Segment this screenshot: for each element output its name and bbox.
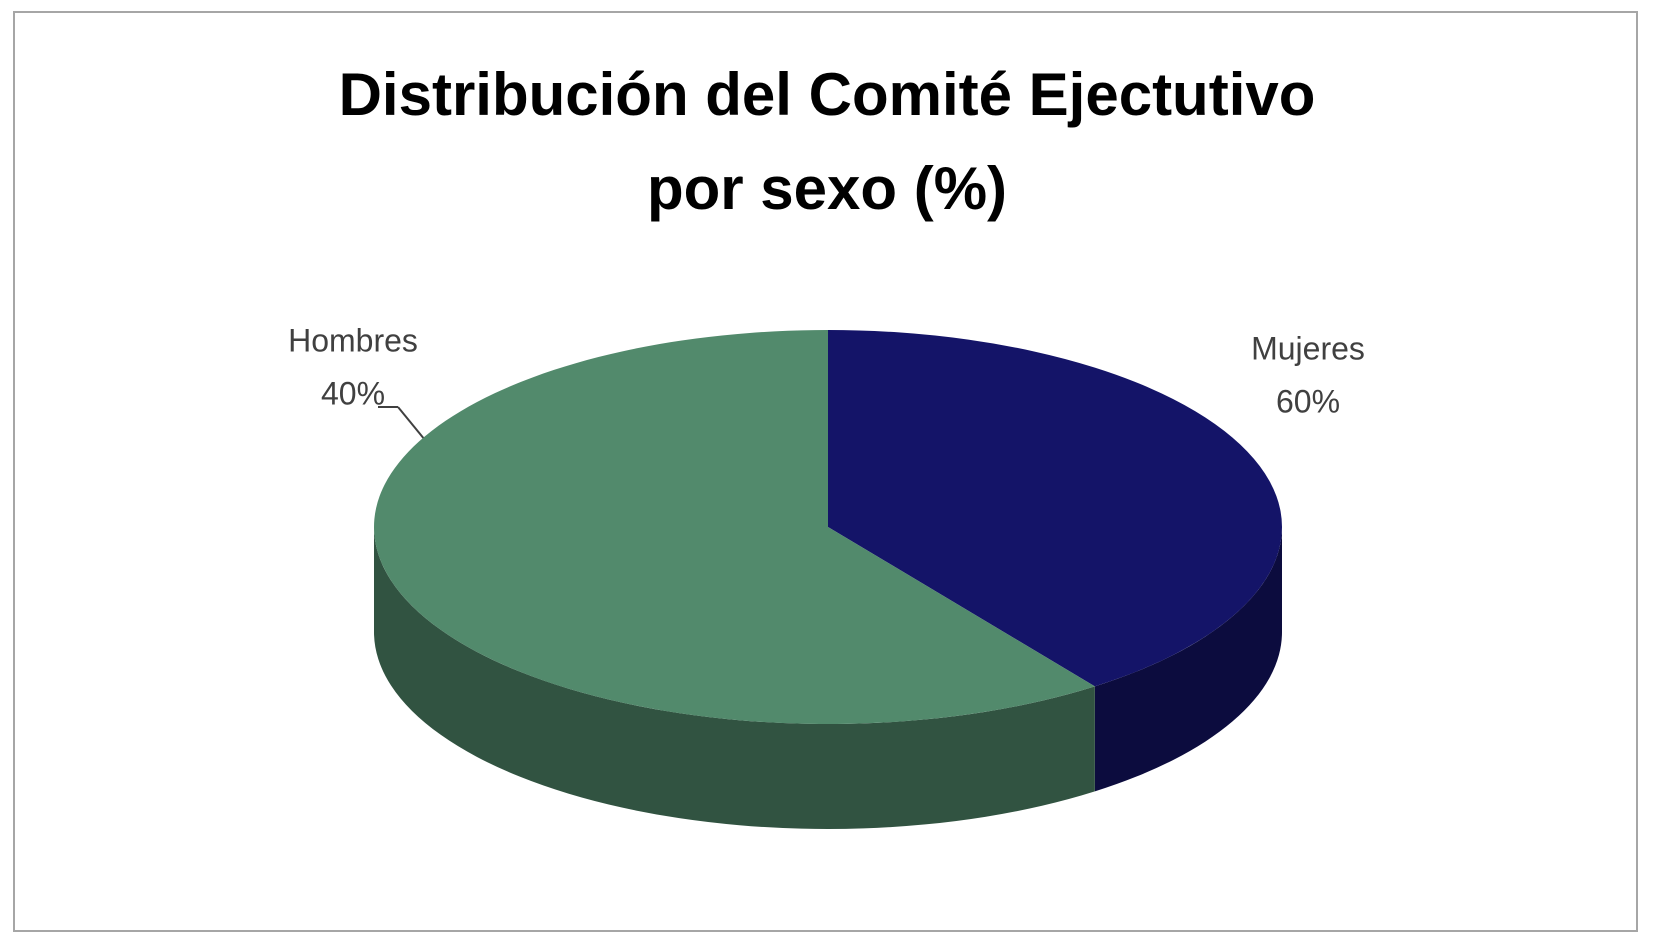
pie-slice xyxy=(828,330,1282,687)
data-label-category: Mujeres xyxy=(1251,330,1365,366)
chart-frame xyxy=(13,11,1638,932)
chart-title: Distribución del Comité Ejectutivo por s… xyxy=(338,61,1316,222)
pie-slice-side xyxy=(374,527,1095,829)
pie-slice xyxy=(373,330,1095,724)
leader-line xyxy=(397,406,426,441)
pie-slice-side xyxy=(1094,527,1282,792)
data-label-value: 40% xyxy=(321,375,385,411)
data-label-value: 60% xyxy=(1276,383,1340,419)
data-label-category: Hombres xyxy=(288,322,418,358)
